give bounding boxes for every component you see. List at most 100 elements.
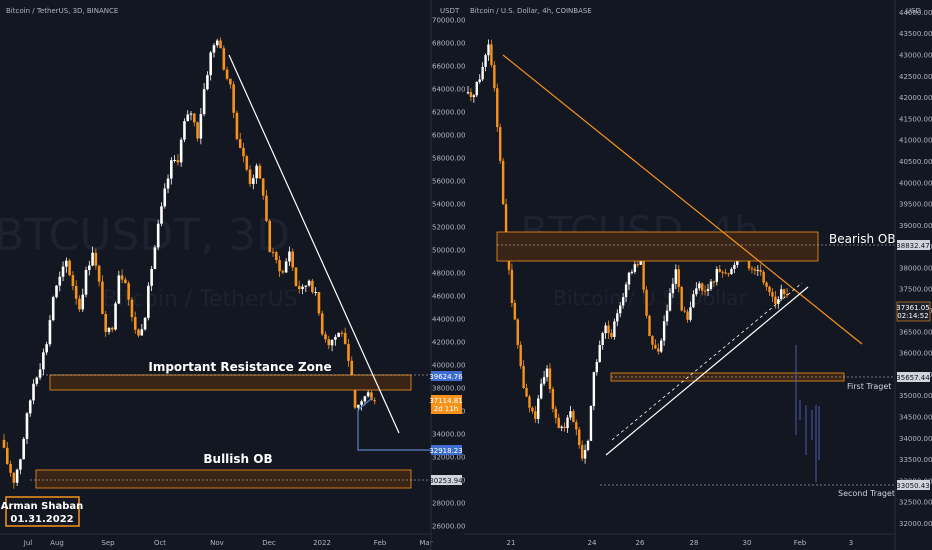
right-candle xyxy=(578,427,581,449)
left-candle xyxy=(65,257,68,273)
right-price-tick: 43000.00 xyxy=(899,51,932,59)
left-candle xyxy=(127,280,130,306)
left-chart-panel[interactable]: BTCUSDT, 3D Bitcoin / TetherUS Bitcoin /… xyxy=(0,0,465,550)
left-candle xyxy=(192,112,196,127)
left-trendline[interactable] xyxy=(228,54,400,434)
right-time-tick: 21 xyxy=(507,539,516,547)
right-candle xyxy=(510,263,514,308)
left-time-tick: Sep xyxy=(101,539,115,547)
left-candle xyxy=(284,258,288,273)
right-candle xyxy=(534,405,537,423)
right-candle xyxy=(487,39,490,61)
right-descending-trendline[interactable] xyxy=(502,54,863,345)
right-candle xyxy=(627,271,631,291)
left-candle xyxy=(143,317,147,331)
right-candle xyxy=(563,422,566,432)
right-candle xyxy=(621,292,625,309)
left-candle xyxy=(360,399,363,411)
left-candle xyxy=(255,163,258,184)
left-price-tick: 28000.00 xyxy=(432,500,465,508)
right-candle xyxy=(501,158,505,205)
left-candle xyxy=(45,341,48,356)
left-candle xyxy=(232,81,235,119)
right-price-tick: 34000.00 xyxy=(899,435,932,443)
left-candle xyxy=(150,265,153,292)
right-candle xyxy=(774,290,777,309)
right-chart-panel[interactable]: BTCUSD, 4h Bitcoin / U.S. Dollar Bitcoin… xyxy=(464,0,932,550)
author-name: Arman Shaban xyxy=(1,501,84,512)
right-candle xyxy=(721,270,724,278)
right-tag-current xyxy=(896,301,931,322)
left-tag-current-text: 37114.81 xyxy=(429,397,462,405)
right-candle xyxy=(665,304,669,326)
left-candle xyxy=(9,460,12,477)
left-tag-ob-text: 30253.94 xyxy=(429,477,463,485)
left-price-tick: 42000.00 xyxy=(432,339,465,347)
left-time-tick: Feb xyxy=(374,539,387,547)
left-candle xyxy=(117,270,121,305)
left-candle xyxy=(51,295,55,322)
author-date: 01.31.2022 xyxy=(10,514,73,525)
left-chart-title: Bitcoin / TetherUS, 3D, BINANCE xyxy=(6,7,118,15)
left-candle xyxy=(294,267,298,287)
left-candle xyxy=(61,261,65,282)
right-candle xyxy=(586,439,590,452)
left-candle xyxy=(120,269,124,284)
right-candle xyxy=(660,338,663,354)
left-candle xyxy=(327,335,331,350)
right-candle xyxy=(537,394,540,424)
right-price-tick: 41500.00 xyxy=(899,115,932,123)
bullish-ob-zone[interactable] xyxy=(35,469,412,489)
left-candle xyxy=(324,331,327,343)
left-candle xyxy=(196,121,199,142)
left-candle xyxy=(38,363,42,380)
right-tag-second-text: 33050.43 xyxy=(896,482,929,490)
right-candle xyxy=(648,314,651,337)
bearish-ob-zone[interactable] xyxy=(496,231,819,262)
left-candle xyxy=(12,472,16,489)
left-candle xyxy=(347,338,350,367)
left-price-tick: 44000.00 xyxy=(432,316,465,324)
right-price-tick: 34500.00 xyxy=(899,414,932,422)
right-price-tick: 32500.00 xyxy=(899,499,932,507)
right-ascending-trendline[interactable] xyxy=(605,286,809,456)
right-candle xyxy=(572,408,575,423)
left-candle xyxy=(304,285,308,293)
left-price-tick: 50000.00 xyxy=(432,247,465,255)
left-price-tick: 68000.00 xyxy=(432,39,465,47)
left-price-tick: 58000.00 xyxy=(432,154,465,162)
right-price-tick: 35000.00 xyxy=(899,392,932,400)
right-candle xyxy=(677,264,680,293)
author-badge xyxy=(5,496,80,527)
right-candle xyxy=(771,288,774,302)
right-time-axis: 21 24 26 28 30 Feb 3 xyxy=(507,539,854,547)
left-candle xyxy=(186,110,190,122)
resistance-zone[interactable] xyxy=(49,374,412,391)
right-candle xyxy=(551,386,555,413)
right-candle xyxy=(504,198,508,236)
right-time-tick: 3 xyxy=(849,539,853,547)
right-candle xyxy=(604,322,607,339)
left-time-tick: Aug xyxy=(50,539,64,547)
right-price-tick: 41000.00 xyxy=(899,137,932,145)
left-candle xyxy=(258,163,262,179)
left-tag-resistance xyxy=(431,371,462,381)
right-candle xyxy=(619,302,622,318)
right-candle xyxy=(709,278,713,291)
left-candle xyxy=(48,315,52,347)
right-candle xyxy=(727,272,730,277)
left-candle xyxy=(222,45,226,71)
left-candle xyxy=(215,38,219,48)
right-tag-first xyxy=(897,372,930,382)
right-candle xyxy=(569,405,572,421)
right-candle xyxy=(759,264,762,276)
left-candle xyxy=(301,284,304,295)
right-price-tick: 44000.00 xyxy=(899,9,932,17)
left-candle xyxy=(101,275,104,315)
left-tag-resistance-text: 39624.76 xyxy=(429,373,463,381)
left-candle xyxy=(373,397,377,405)
left-price-tick: 38000.00 xyxy=(432,385,465,393)
left-candle xyxy=(58,271,62,292)
right-candle xyxy=(469,88,473,102)
left-candle xyxy=(183,118,186,143)
